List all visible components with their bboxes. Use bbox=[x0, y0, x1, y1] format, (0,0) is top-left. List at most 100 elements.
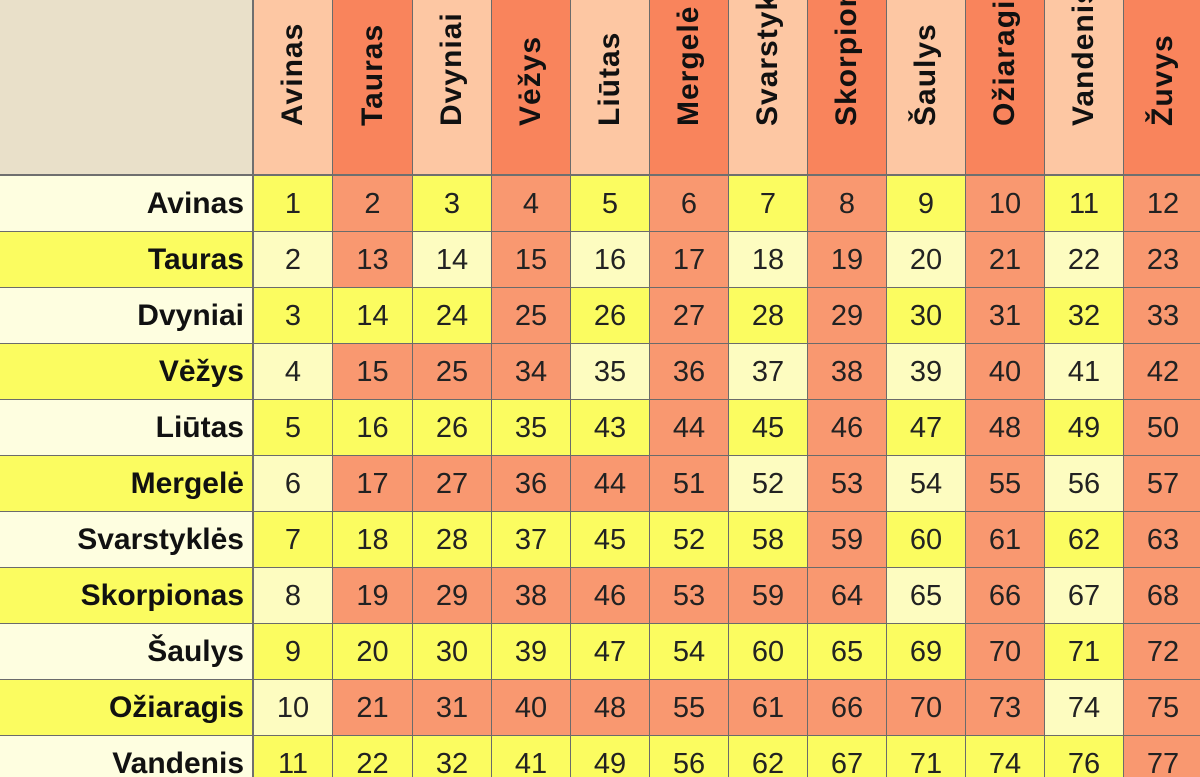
column-header-skorpionas: Skorpionas bbox=[808, 0, 887, 176]
table-cell: 28 bbox=[413, 512, 492, 568]
table-cell: 51 bbox=[650, 456, 729, 512]
table-cell: 29 bbox=[413, 568, 492, 624]
table-cell: 14 bbox=[413, 232, 492, 288]
table-cell: 7 bbox=[729, 176, 808, 232]
table-cell: 70 bbox=[887, 680, 966, 736]
column-header-saulys: Šaulys bbox=[887, 0, 966, 176]
table-cell: 18 bbox=[333, 512, 413, 568]
table-cell: 49 bbox=[571, 736, 650, 777]
table-cell: 18 bbox=[729, 232, 808, 288]
table-corner bbox=[0, 0, 254, 176]
table-cell: 16 bbox=[333, 400, 413, 456]
table-cell: 66 bbox=[966, 568, 1045, 624]
table-cell: 40 bbox=[492, 680, 571, 736]
table-cell: 38 bbox=[808, 344, 887, 400]
table-cell: 59 bbox=[729, 568, 808, 624]
table-cell: 3 bbox=[254, 288, 333, 344]
table-cell: 54 bbox=[887, 456, 966, 512]
table-cell: 54 bbox=[650, 624, 729, 680]
table-cell: 36 bbox=[492, 456, 571, 512]
table-cell: 55 bbox=[966, 456, 1045, 512]
column-header-avinas: Avinas bbox=[254, 0, 333, 176]
table-cell: 56 bbox=[650, 736, 729, 777]
table-cell: 71 bbox=[887, 736, 966, 777]
column-header-dvyniai: Dvyniai bbox=[413, 0, 492, 176]
row-header-avinas: Avinas bbox=[0, 176, 254, 232]
table-cell: 23 bbox=[1124, 232, 1200, 288]
table-cell: 19 bbox=[333, 568, 413, 624]
column-header-label: Tauras bbox=[355, 23, 389, 126]
row-header-vezys: Vėžys bbox=[0, 344, 254, 400]
table-cell: 6 bbox=[650, 176, 729, 232]
table-cell: 77 bbox=[1124, 736, 1200, 777]
table-cell: 49 bbox=[1045, 400, 1124, 456]
table-cell: 39 bbox=[492, 624, 571, 680]
table-cell: 2 bbox=[333, 176, 413, 232]
table-cell: 62 bbox=[1045, 512, 1124, 568]
table-cell: 53 bbox=[650, 568, 729, 624]
table-cell: 42 bbox=[1124, 344, 1200, 400]
table-cell: 44 bbox=[650, 400, 729, 456]
table-cell: 43 bbox=[571, 400, 650, 456]
table-cell: 33 bbox=[1124, 288, 1200, 344]
table-cell: 50 bbox=[1124, 400, 1200, 456]
table-cell: 8 bbox=[808, 176, 887, 232]
column-header-label: Žuvys bbox=[1146, 34, 1179, 126]
column-header-vandenis: Vandenis bbox=[1045, 0, 1124, 176]
table-cell: 72 bbox=[1124, 624, 1200, 680]
table-cell: 45 bbox=[571, 512, 650, 568]
table-cell: 14 bbox=[333, 288, 413, 344]
table-cell: 5 bbox=[571, 176, 650, 232]
table-cell: 57 bbox=[1124, 456, 1200, 512]
table-cell: 26 bbox=[571, 288, 650, 344]
table-cell: 56 bbox=[1045, 456, 1124, 512]
table-cell: 47 bbox=[887, 400, 966, 456]
column-header-label: Liūtas bbox=[593, 31, 626, 126]
column-header-label: Dvyniai bbox=[435, 12, 468, 126]
table-cell: 2 bbox=[254, 232, 333, 288]
column-header-label: Ožiaragis bbox=[988, 0, 1021, 126]
table-cell: 15 bbox=[333, 344, 413, 400]
table-cell: 32 bbox=[1045, 288, 1124, 344]
table-cell: 44 bbox=[571, 456, 650, 512]
table-cell: 68 bbox=[1124, 568, 1200, 624]
row-header-skorpionas: Skorpionas bbox=[0, 568, 254, 624]
table-cell: 35 bbox=[492, 400, 571, 456]
table-cell: 13 bbox=[333, 232, 413, 288]
table-cell: 31 bbox=[966, 288, 1045, 344]
table-cell: 21 bbox=[966, 232, 1045, 288]
table-cell: 75 bbox=[1124, 680, 1200, 736]
table-cell: 63 bbox=[1124, 512, 1200, 568]
table-cell: 6 bbox=[254, 456, 333, 512]
table-cell: 74 bbox=[966, 736, 1045, 777]
table-cell: 21 bbox=[333, 680, 413, 736]
table-cell: 45 bbox=[729, 400, 808, 456]
row-header-oziaragis: Ožiaragis bbox=[0, 680, 254, 736]
table-cell: 27 bbox=[650, 288, 729, 344]
table-cell: 76 bbox=[1045, 736, 1124, 777]
row-header-svarstykles: Svarstyklės bbox=[0, 512, 254, 568]
table-cell: 30 bbox=[413, 624, 492, 680]
table-cell: 74 bbox=[1045, 680, 1124, 736]
table-cell: 25 bbox=[413, 344, 492, 400]
table-cell: 52 bbox=[729, 456, 808, 512]
column-header-label: Svarstyklės bbox=[751, 0, 784, 126]
table-cell: 22 bbox=[333, 736, 413, 777]
table-cell: 28 bbox=[729, 288, 808, 344]
table-cell: 11 bbox=[254, 736, 333, 777]
table-cell: 3 bbox=[413, 176, 492, 232]
table-cell: 24 bbox=[413, 288, 492, 344]
table-cell: 46 bbox=[808, 400, 887, 456]
row-header-tauras: Tauras bbox=[0, 232, 254, 288]
table-cell: 52 bbox=[650, 512, 729, 568]
column-header-zuvys: Žuvys bbox=[1124, 0, 1200, 176]
table-cell: 60 bbox=[729, 624, 808, 680]
table-cell: 9 bbox=[254, 624, 333, 680]
table-cell: 53 bbox=[808, 456, 887, 512]
table-cell: 70 bbox=[966, 624, 1045, 680]
table-cell: 9 bbox=[887, 176, 966, 232]
table-cell: 39 bbox=[887, 344, 966, 400]
table-cell: 5 bbox=[254, 400, 333, 456]
table-cell: 17 bbox=[650, 232, 729, 288]
table-cell: 11 bbox=[1045, 176, 1124, 232]
